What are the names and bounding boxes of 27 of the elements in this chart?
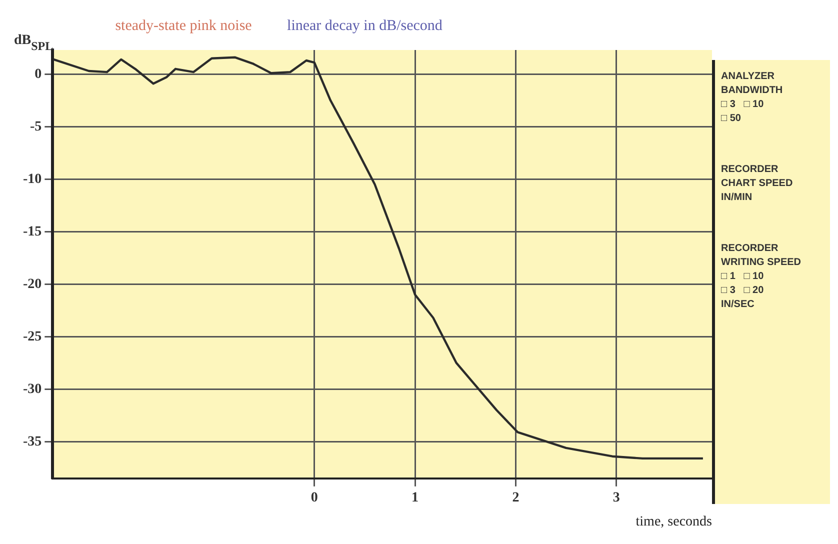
text: RECORDER	[721, 243, 780, 254]
x-tick-label: 3	[612, 490, 620, 506]
y-tick-label: -35	[22, 434, 42, 450]
text: □ 1 □ 10	[721, 271, 765, 282]
y-tick-label: -20	[22, 276, 42, 292]
x-axis-title: time, seconds	[636, 514, 712, 530]
text: ANALYZER	[721, 71, 776, 82]
y-tick-label: -5	[30, 119, 42, 134]
text: CHART SPEED	[721, 178, 794, 189]
text: steady-state pink noise	[115, 18, 252, 34]
x-tick-label: 1	[412, 490, 419, 506]
y-tick-label: -30	[22, 382, 42, 397]
text: BANDWIDTH	[721, 85, 784, 96]
text: IN/MIN	[721, 192, 754, 203]
text: IN/SEC	[721, 299, 756, 310]
y-tick-label: -10	[22, 172, 42, 187]
x-tick-label: 0	[310, 490, 318, 506]
y-tick-label: -25	[22, 329, 42, 344]
y-tick-label: 0	[34, 66, 42, 82]
text: RECORDER	[721, 164, 780, 175]
text: □ 50	[721, 113, 742, 124]
text: linear decay in dB/second	[287, 18, 443, 34]
x-tick-label: 2	[512, 490, 520, 506]
text: WRITING SPEED	[721, 257, 802, 268]
text: □ 3 □ 10	[721, 99, 765, 110]
text: □ 3 □ 20	[721, 285, 765, 296]
y-tick-label: -15	[22, 224, 42, 240]
